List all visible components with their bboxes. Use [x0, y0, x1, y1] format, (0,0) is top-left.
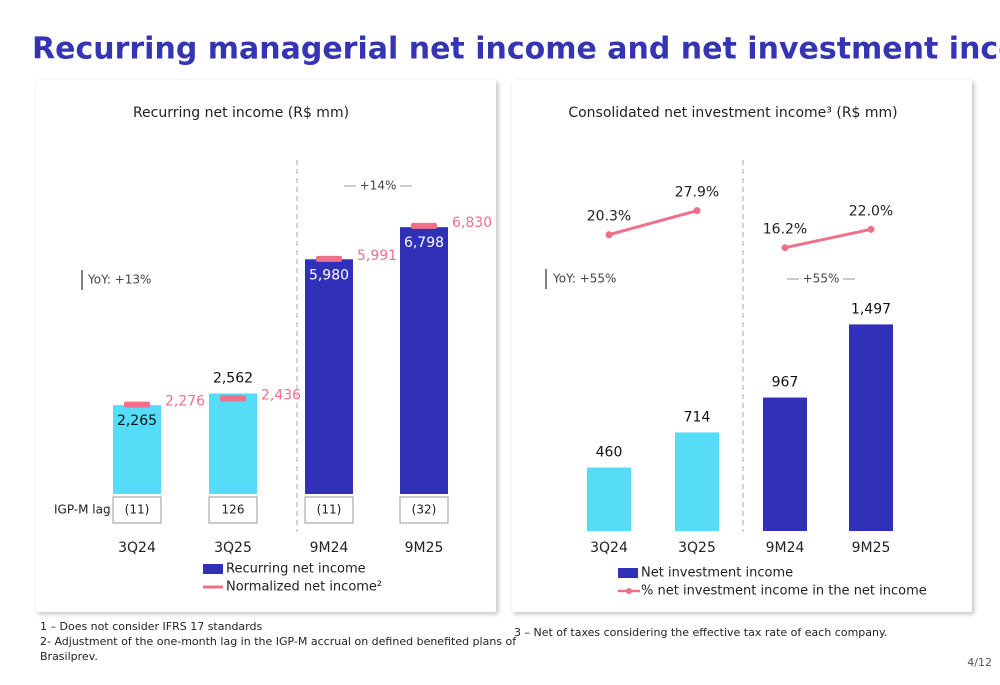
page-number: 4/12: [967, 656, 992, 669]
row-value: (11): [317, 503, 342, 517]
marker: [220, 395, 246, 402]
value-label: 967: [772, 375, 799, 391]
bar: [763, 397, 807, 531]
line-point: [605, 231, 613, 239]
x-tick-label: 9M24: [310, 540, 349, 556]
value-label: 714: [684, 409, 711, 425]
value-label: 22.0%: [849, 203, 893, 219]
value-label: 1,497: [851, 301, 891, 317]
footnote: 3 – Net of taxes considering the effecti…: [514, 626, 887, 639]
bar: [675, 432, 719, 531]
annotation: +14%: [360, 179, 397, 193]
row-value: (11): [125, 503, 150, 517]
value-label: 5,980: [309, 267, 349, 283]
annotation: +55%: [803, 272, 840, 286]
row-box: [399, 496, 449, 524]
bar: [209, 393, 257, 494]
line-point: [693, 207, 701, 215]
row-box: [112, 496, 162, 524]
line-point: [781, 244, 789, 252]
value-label: 2,436: [261, 387, 301, 403]
bar: [113, 405, 161, 494]
marker: [124, 401, 150, 408]
legend-label: % net investment income in the net incom…: [641, 584, 927, 599]
footnote: Brasilprev.: [40, 650, 98, 663]
annotation: YoY: +55%: [552, 272, 616, 286]
x-tick-label: 9M25: [405, 540, 444, 556]
chart-title: Recurring net income (R$ mm): [133, 105, 349, 121]
x-tick-label: 3Q24: [118, 540, 156, 556]
footnote: 1 – Does not consider IFRS 17 standards: [40, 620, 262, 633]
legend-label: Recurring net income: [226, 562, 366, 577]
value-label: 20.3%: [587, 209, 631, 225]
row-box: [208, 496, 258, 524]
x-tick-label: 3Q25: [214, 540, 252, 556]
value-label: 27.9%: [675, 185, 719, 201]
x-tick-label: 9M24: [766, 540, 805, 556]
legend-swatch: [618, 568, 638, 578]
legend-swatch: [203, 564, 223, 574]
slide-title: Recurring managerial net income and net …: [32, 32, 1000, 67]
x-tick-label: 9M25: [852, 540, 891, 556]
value-label: 6,798: [404, 235, 444, 251]
row-label: IGP-M lag: [54, 503, 111, 517]
card: [512, 80, 972, 612]
x-tick-label: 3Q24: [590, 540, 628, 556]
value-label: 16.2%: [763, 222, 807, 238]
legend-swatch: [626, 588, 632, 594]
footnote: 2- Adjustment of the one-month lag in th…: [40, 635, 517, 648]
line-point: [867, 225, 875, 233]
value-label: 460: [596, 445, 623, 461]
value-label: 2,265: [117, 413, 157, 429]
value-label: 6,830: [452, 215, 492, 231]
marker: [411, 222, 437, 229]
bar: [400, 227, 448, 494]
x-tick-label: 3Q25: [678, 540, 716, 556]
bar: [849, 324, 893, 531]
line-segment: [784, 227, 872, 250]
bar: [587, 467, 631, 531]
row-value: (32): [412, 503, 437, 517]
legend-label: Normalized net income²: [226, 580, 382, 595]
value-label: 2,562: [213, 370, 253, 386]
annotation: YoY: +13%: [87, 273, 151, 287]
bar: [305, 259, 353, 494]
value-label: 5,991: [357, 248, 397, 264]
row-box: [304, 496, 354, 524]
chart-title: Consolidated net investment income³ (R$ …: [568, 105, 897, 121]
row-value: 126: [222, 503, 245, 517]
legend-label: Net investment income: [641, 566, 793, 581]
value-label: 2,276: [165, 394, 205, 410]
marker: [316, 255, 342, 262]
line-segment: [608, 209, 698, 237]
